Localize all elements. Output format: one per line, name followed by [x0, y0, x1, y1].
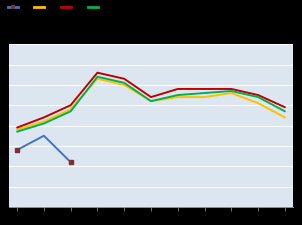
- Legend: , , , : , , ,: [8, 4, 99, 13]
